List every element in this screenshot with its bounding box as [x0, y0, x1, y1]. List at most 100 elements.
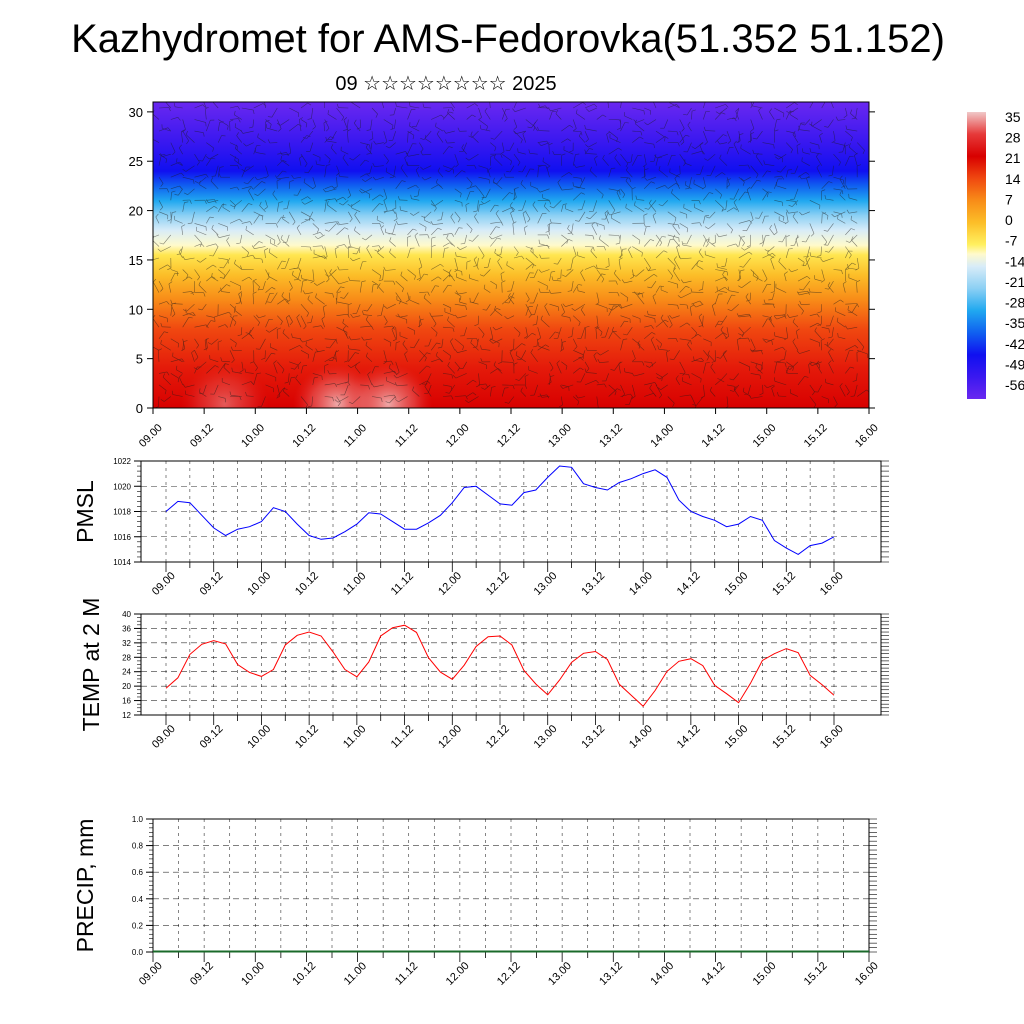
barb-flag	[700, 378, 702, 383]
barb	[241, 221, 250, 224]
barb-flag	[395, 102, 397, 107]
barb	[738, 237, 742, 247]
barb-flag	[776, 360, 781, 362]
barb-flag	[388, 364, 391, 368]
barb-flag	[584, 124, 586, 129]
barb-flag	[700, 357, 704, 362]
barb-flag	[733, 199, 737, 203]
barb	[738, 251, 750, 259]
colorbar-label: -14	[1005, 253, 1024, 269]
barb-flag	[391, 360, 394, 365]
barb-flag	[214, 317, 216, 322]
barb	[229, 186, 237, 190]
barb	[600, 350, 609, 356]
barb-flag	[241, 168, 246, 172]
barb	[595, 328, 598, 339]
barb	[571, 327, 574, 337]
wind-barbs	[153, 96, 869, 408]
barb	[490, 221, 502, 224]
barb	[770, 258, 775, 270]
barb-flag	[702, 150, 705, 155]
barb	[302, 338, 313, 343]
y-tick-label: 24	[122, 668, 131, 677]
barb-flag	[769, 315, 772, 320]
barb	[655, 236, 663, 247]
barb-flag	[723, 134, 727, 137]
barb-flag	[631, 372, 635, 377]
barb	[827, 119, 834, 128]
barb	[578, 211, 586, 222]
barb-flag	[316, 228, 320, 233]
barb-flag	[699, 300, 703, 305]
barb	[643, 239, 651, 247]
barb	[491, 234, 503, 240]
barb-flag	[271, 352, 276, 355]
barb	[691, 222, 700, 224]
barb-flag	[816, 164, 820, 168]
barb	[573, 176, 582, 179]
barb	[398, 396, 408, 403]
barb-flag	[513, 197, 517, 200]
barb-flag	[781, 175, 785, 180]
barb	[785, 211, 789, 222]
barb-flag	[231, 359, 235, 364]
barb	[572, 119, 577, 129]
barb	[257, 137, 266, 143]
barb	[608, 303, 621, 306]
barb-flag	[391, 326, 396, 330]
barb-flag	[806, 175, 810, 179]
barb	[430, 326, 438, 334]
barb	[425, 138, 432, 143]
barb	[828, 363, 834, 374]
barb-flag	[720, 379, 725, 383]
barb-flag	[539, 254, 542, 259]
barb	[707, 153, 716, 161]
barb-flag	[643, 223, 646, 228]
barb	[324, 246, 328, 257]
barb-flag	[567, 290, 572, 292]
barb	[339, 223, 349, 225]
barb-flag	[371, 383, 375, 388]
barb	[280, 238, 290, 247]
barb	[738, 191, 746, 201]
barb-flag	[343, 129, 348, 131]
barb	[466, 114, 473, 120]
barb	[644, 273, 655, 282]
barb-flag	[379, 223, 382, 228]
barb	[242, 130, 254, 134]
barb	[334, 248, 337, 259]
barb	[383, 315, 388, 322]
barb	[636, 119, 645, 123]
x-tick-label: 10.12	[293, 723, 321, 751]
barb-flag	[735, 243, 739, 248]
barb	[643, 226, 647, 235]
barb	[502, 153, 512, 162]
barb	[632, 269, 634, 277]
x-tick-label: 09.12	[188, 960, 216, 988]
barb	[537, 105, 546, 109]
barb-flag	[851, 262, 856, 265]
barb-flag	[578, 284, 583, 286]
barb	[206, 206, 215, 213]
barb-flag	[176, 365, 178, 370]
barb-flag	[774, 129, 779, 132]
barb	[194, 173, 206, 178]
barb	[272, 193, 278, 201]
barb-flag	[733, 207, 738, 211]
barb-flag	[595, 380, 599, 384]
barb-flag	[264, 96, 267, 98]
barb-flag	[326, 198, 331, 201]
barb	[478, 373, 480, 386]
barb	[311, 107, 314, 119]
barb-flag	[698, 248, 702, 253]
barb-flag	[845, 240, 850, 243]
barb	[497, 261, 503, 270]
barb	[691, 333, 699, 340]
barb-flag	[210, 320, 215, 322]
barb	[466, 223, 473, 230]
barb-flag	[823, 230, 828, 232]
barb	[466, 164, 475, 166]
barb-flag	[816, 153, 820, 157]
y-tick-label: 0.6	[132, 868, 144, 877]
barb	[413, 211, 420, 216]
